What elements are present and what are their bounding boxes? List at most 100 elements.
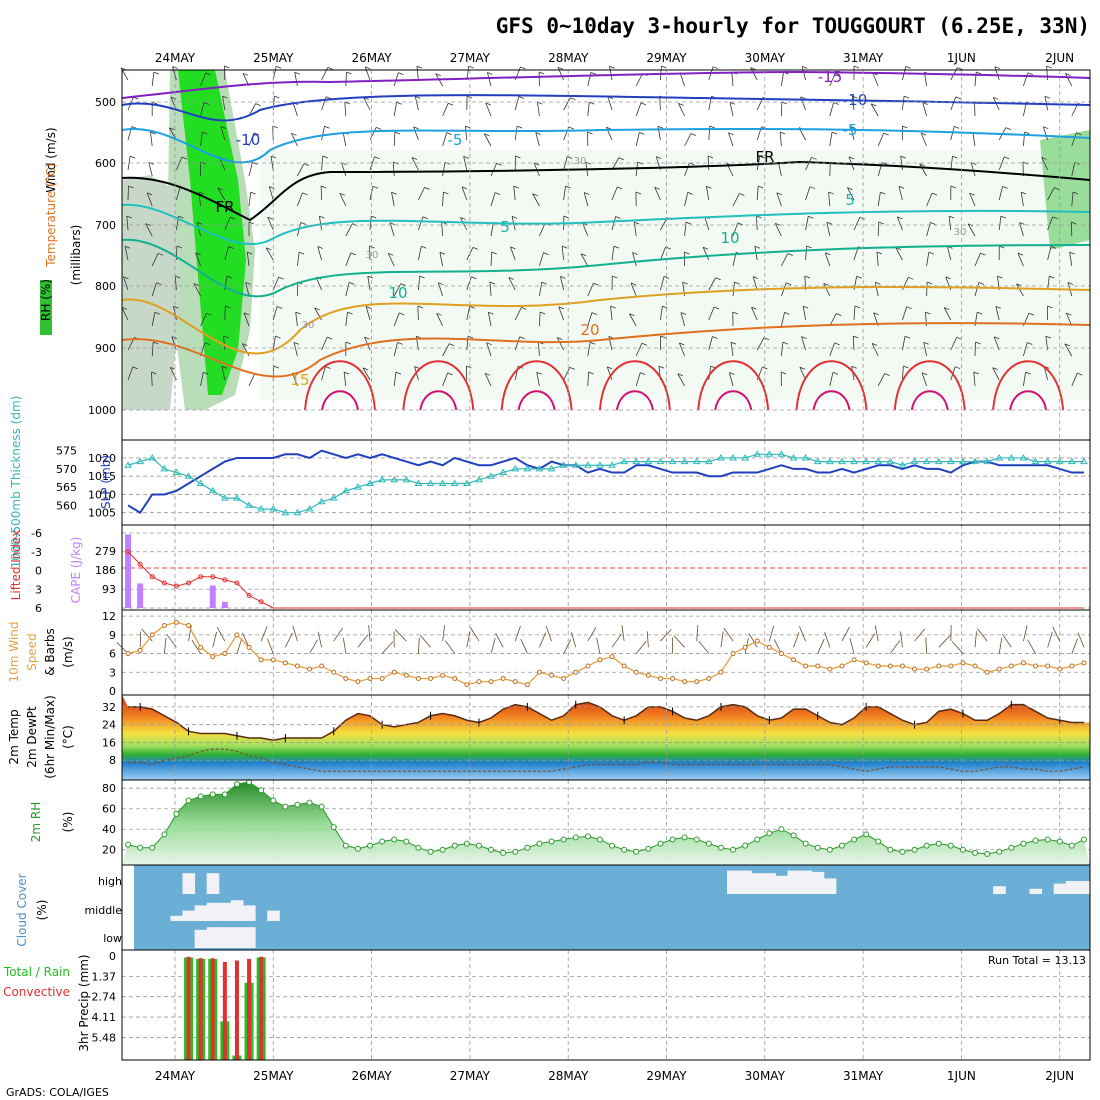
wind-barb-flag [799, 366, 806, 370]
temp-mask [122, 695, 1090, 741]
wind-barb-flag [752, 276, 759, 279]
wind-speed-point [936, 663, 942, 669]
wind-barb [151, 72, 155, 87]
wind-barb-flag [228, 246, 234, 249]
temp-panel-label: (°C) [61, 725, 75, 749]
wind-barb-flag [1021, 191, 1027, 195]
wind-barb-flag [324, 125, 330, 129]
surface-wind-barb [520, 638, 528, 654]
wind-barb-flag [460, 217, 466, 220]
wind-barb-flag [803, 305, 809, 309]
wind-barb-flag [558, 306, 564, 310]
contour-plus25 [500, 360, 573, 411]
lifted-point [198, 574, 204, 580]
thickness-point [608, 461, 616, 468]
cloud-cell [763, 873, 776, 894]
wind-barb [248, 162, 253, 177]
wind-barb-flag [833, 102, 839, 105]
wind-barb [221, 366, 226, 381]
wind-barb-flag [230, 216, 236, 220]
wind-barb [1017, 252, 1024, 267]
rh-point [790, 832, 797, 839]
wind-speed-point [730, 651, 736, 657]
wind-barb [272, 306, 278, 321]
wind-barb [635, 102, 642, 117]
wind-barb-flag [706, 185, 712, 189]
bottom-date-label: 24MAY [155, 1069, 196, 1083]
wind-barb-flag [588, 371, 594, 375]
wind-barb-flag [153, 71, 160, 75]
surface-wind-barb [495, 633, 504, 648]
surface-wind-barb [241, 632, 250, 648]
wind-barb-flag [980, 252, 986, 256]
rh-point [209, 791, 216, 798]
wind-barb-flag [372, 185, 379, 189]
wind-barb-flag [320, 185, 327, 189]
wind-barb [393, 312, 400, 327]
surface-wind-barb [267, 638, 274, 654]
wind-barb [483, 133, 492, 147]
wind-barb-flag [400, 283, 406, 287]
wind-barb [321, 126, 325, 141]
wind-barb-flag [993, 96, 999, 100]
pressure-tick: 700 [95, 219, 116, 232]
wind-barb-flag [302, 192, 308, 196]
wind-barb [926, 192, 933, 207]
wind-barb-flag [831, 131, 838, 135]
wind-barb-flag [295, 311, 301, 315]
wind-barb-flag [679, 342, 685, 346]
lifted-point [149, 574, 155, 580]
wind-barb [485, 102, 492, 117]
wind-barb-flag [715, 277, 721, 281]
wind-barb [196, 222, 201, 237]
wind-barb [633, 222, 637, 237]
wind-barb [173, 306, 177, 321]
surface-wind-barb [698, 640, 710, 654]
wind-panel-label: 10m Wind [7, 622, 21, 683]
precip-bars: Run Total = 13.13 [184, 954, 1086, 1060]
wind-speed-point [331, 669, 337, 675]
wind-speed-point [198, 644, 204, 650]
wind-barb-flag [484, 372, 491, 376]
wind-barb [970, 162, 976, 177]
wind-barb [582, 222, 589, 237]
wind-barb-flag [536, 371, 542, 375]
wind-barb [610, 306, 613, 321]
wind-barb-flag [326, 336, 333, 340]
rh-point [875, 838, 882, 845]
wind-barb [805, 186, 811, 201]
wind-barb-flag [811, 156, 817, 160]
surface-wind-barb [1002, 633, 1012, 648]
rh-point [959, 846, 966, 853]
slp-tick: 1010 [88, 488, 116, 501]
cloud-cell [267, 910, 280, 921]
rh-point [633, 848, 640, 855]
contour-plus25 [304, 360, 376, 411]
wind-barb-flag [639, 131, 645, 135]
rh-point [258, 787, 265, 794]
wind-barb-flag [734, 281, 740, 285]
thickness-point [438, 479, 447, 486]
wind-barb [558, 306, 564, 321]
wind-barb [514, 307, 522, 321]
wind-barb [490, 251, 493, 267]
wind-barb-flag [275, 335, 281, 339]
wind-barb [967, 223, 976, 237]
thickness-point [487, 472, 495, 479]
cloud-cell [182, 873, 196, 894]
wind-barb-flag [883, 132, 889, 136]
rh-point [826, 846, 833, 853]
thickness-point [293, 508, 302, 516]
rh-tick: 20 [102, 844, 116, 857]
lifted-tick: 3 [35, 583, 42, 596]
wind-speed-point [1008, 663, 1014, 669]
wind-barb [973, 372, 976, 387]
top-date-label: 2JUN [1045, 51, 1074, 65]
wind-barb-flag [921, 372, 928, 376]
thickness-point [680, 457, 689, 465]
convective-bar [247, 958, 252, 1060]
top-date-label: 25MAY [253, 51, 294, 65]
contour-label: -15 [818, 68, 843, 86]
bottom-date-label: 30MAY [745, 1069, 786, 1083]
wind-barb-flag [823, 283, 829, 286]
